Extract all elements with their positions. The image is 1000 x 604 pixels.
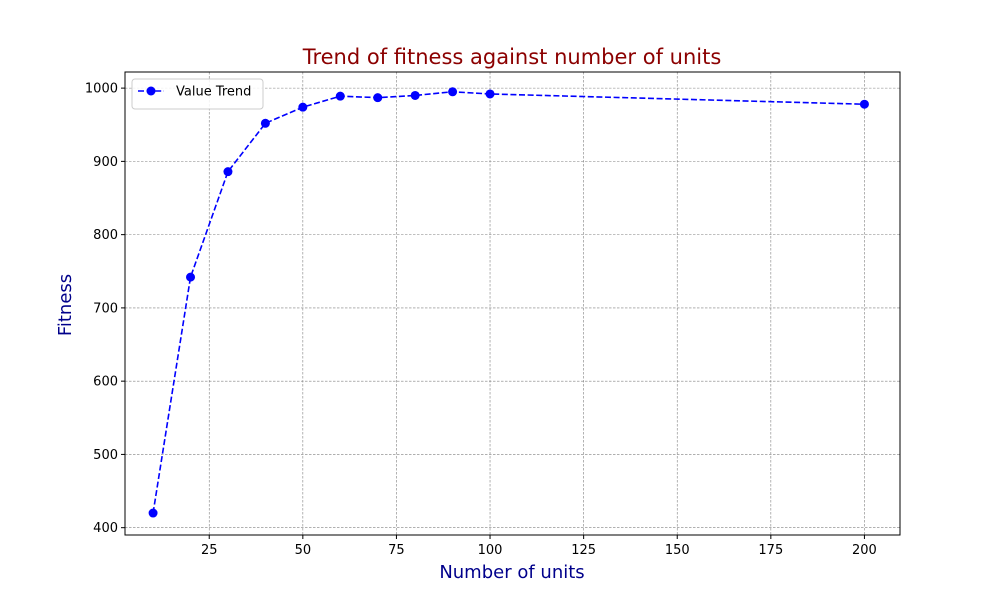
y-axis-label: Fitness (55, 274, 76, 336)
data-point (223, 167, 233, 177)
x-tick-label: 50 (295, 543, 312, 558)
data-point (859, 99, 869, 109)
legend-marker (146, 86, 156, 96)
y-tick-label: 900 (93, 155, 118, 170)
x-tick-label: 125 (571, 543, 596, 558)
data-point (335, 91, 345, 101)
y-tick-label: 1000 (85, 82, 118, 97)
y-tick-label: 600 (93, 375, 118, 390)
x-tick-label: 150 (665, 543, 690, 558)
x-axis-label: Number of units (439, 562, 584, 583)
data-point (485, 89, 495, 99)
legend-label: Value Trend (176, 85, 251, 100)
data-point (298, 102, 308, 112)
x-tick-label: 25 (201, 543, 218, 558)
y-tick-label: 700 (93, 301, 118, 316)
legend: Value Trend (131, 78, 264, 110)
legend-box (131, 78, 264, 110)
data-point (410, 90, 420, 100)
x-tick-label: 75 (388, 543, 405, 558)
y-tick-label: 800 (93, 228, 118, 243)
x-tick-label: 175 (758, 543, 783, 558)
data-point (186, 272, 196, 282)
series-layer (148, 87, 869, 518)
x-tick-label: 100 (478, 543, 503, 558)
data-point (260, 118, 270, 128)
data-point (148, 508, 158, 518)
data-point (373, 93, 383, 103)
x-tick-label: 200 (852, 543, 877, 558)
data-point (448, 87, 458, 97)
y-tick-label: 400 (93, 521, 118, 536)
plot-frame (124, 71, 901, 536)
y-tick-label: 500 (93, 448, 118, 463)
axes: 25 50 75 100 125 150 175 200 400 500 600 700 800 900 1… (85, 71, 901, 558)
chart-title: Trend of fitness against number of units (302, 45, 722, 69)
